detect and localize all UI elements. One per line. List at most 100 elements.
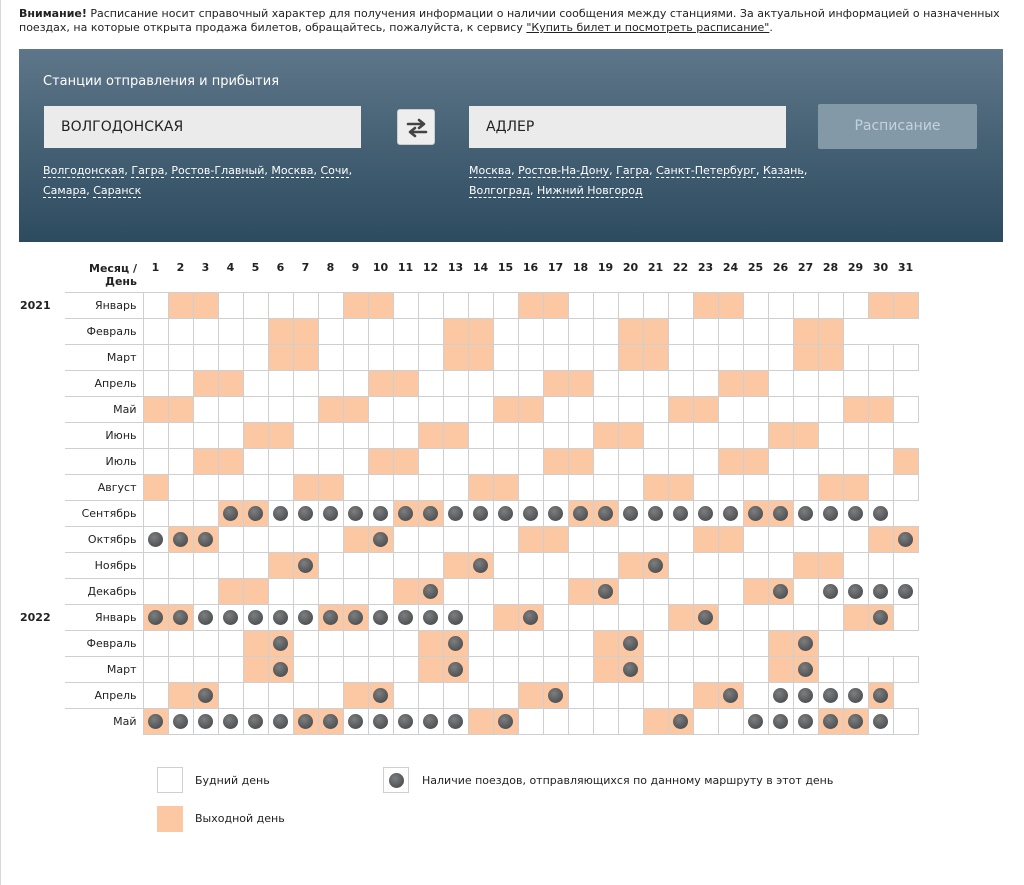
day-number-header: 24 — [722, 261, 739, 274]
day-cell — [892, 448, 919, 475]
day-cell — [192, 604, 219, 631]
day-cell — [792, 708, 819, 735]
arrival-station-input[interactable]: АДЛЕР — [469, 106, 786, 148]
station-suggestion-link[interactable]: Москва — [271, 164, 314, 178]
station-suggestion-link[interactable]: Гагра — [616, 164, 650, 178]
year-label — [10, 423, 65, 449]
day-cell — [642, 396, 669, 423]
day-cell — [292, 682, 319, 709]
station-suggestion-link[interactable]: Нижний Новгород — [536, 184, 643, 198]
day-number-header: 18 — [572, 261, 589, 274]
day-cell — [867, 448, 894, 475]
train-dot-icon — [448, 610, 463, 625]
month-row: Май — [10, 396, 919, 423]
day-cell — [567, 292, 594, 319]
empty-cell — [868, 631, 893, 657]
day-cell — [392, 422, 419, 449]
day-cell — [467, 500, 494, 527]
station-suggestion-link[interactable]: Ростов-Главный — [171, 164, 265, 178]
day-cell — [742, 370, 769, 397]
train-dot-icon — [373, 532, 388, 547]
day-cell — [667, 630, 694, 657]
month-row: Май — [10, 708, 919, 735]
day-cell — [867, 552, 894, 579]
year-label — [10, 475, 65, 501]
station-suggestion-link[interactable]: Самара — [43, 184, 87, 198]
day-cell — [242, 292, 269, 319]
station-suggestion-link[interactable]: Волгодонская — [43, 164, 125, 178]
day-cell — [592, 422, 619, 449]
day-cell — [767, 396, 794, 423]
station-suggestion-link[interactable]: Саранск — [93, 184, 142, 198]
day-cell — [792, 370, 819, 397]
day-cell — [817, 396, 844, 423]
day-cell — [817, 474, 844, 501]
day-cell — [617, 422, 644, 449]
year-label: 2022 — [20, 611, 51, 624]
train-dot-icon — [898, 584, 913, 599]
day-cell — [167, 448, 194, 475]
day-cell — [442, 318, 469, 345]
departure-station-input[interactable]: ВОЛГОДОНСКАЯ — [44, 106, 361, 148]
station-suggestion-link[interactable]: Санкт-Петербург — [656, 164, 756, 178]
day-cell — [242, 500, 269, 527]
train-dot-icon — [223, 713, 238, 729]
day-cell — [642, 630, 669, 657]
day-cell — [292, 344, 319, 371]
day-cell — [692, 604, 719, 631]
day-cell — [742, 500, 769, 527]
month-row: Июль — [10, 448, 919, 475]
swap-arrows-icon — [406, 118, 428, 138]
station-suggestion-link[interactable]: Ростов-На-Дону — [518, 164, 610, 178]
day-cell — [142, 552, 169, 579]
train-dot-icon — [348, 713, 363, 729]
station-suggestion-link[interactable]: Волгоград — [469, 184, 530, 198]
day-cell — [417, 370, 444, 397]
day-cell — [717, 708, 744, 735]
day-cell — [767, 578, 794, 605]
separator: , — [264, 164, 272, 177]
station-suggestion-link[interactable]: Сочи — [320, 164, 349, 178]
day-cell — [217, 552, 244, 579]
day-cell — [242, 708, 269, 735]
day-cell — [617, 500, 644, 527]
month-label: Февраль — [65, 630, 143, 657]
year-label — [10, 683, 65, 709]
train-dot-icon — [173, 610, 188, 625]
train-dot-icon — [773, 584, 788, 599]
day-cell — [492, 630, 519, 657]
schedule-button[interactable]: Расписание — [818, 104, 977, 149]
train-dot-icon — [623, 636, 638, 651]
day-cell — [367, 448, 394, 475]
day-cell — [367, 552, 394, 579]
day-cell — [217, 344, 244, 371]
day-cell — [217, 578, 244, 605]
day-cell — [842, 344, 869, 371]
day-cell — [442, 578, 469, 605]
day-cell — [142, 578, 169, 605]
buy-ticket-link[interactable]: "Купить билет и посмотреть расписание" — [526, 21, 770, 34]
day-cell — [267, 682, 294, 709]
day-cell — [642, 552, 669, 579]
day-cell — [517, 500, 544, 527]
month-label: Май — [65, 708, 143, 734]
legend-weekend-swatch — [157, 806, 183, 832]
train-dot-icon — [848, 584, 863, 599]
station-suggestion-link[interactable]: Москва — [469, 164, 512, 178]
day-cell — [542, 578, 569, 605]
day-cell — [167, 630, 194, 657]
train-dot-icon — [173, 713, 188, 729]
day-cell — [192, 552, 219, 579]
day-cell — [342, 630, 369, 657]
day-cell — [592, 552, 619, 579]
swap-stations-button[interactable] — [397, 109, 435, 145]
train-dot-icon — [323, 506, 338, 521]
station-suggestion-link[interactable]: Казань — [763, 164, 804, 178]
day-cell — [167, 578, 194, 605]
station-suggestion-link[interactable]: Гагра — [131, 164, 165, 178]
day-cell — [542, 344, 569, 371]
day-cell — [567, 448, 594, 475]
day-cell — [692, 422, 719, 449]
day-cell — [667, 604, 694, 631]
day-number-header: 12 — [422, 261, 439, 274]
